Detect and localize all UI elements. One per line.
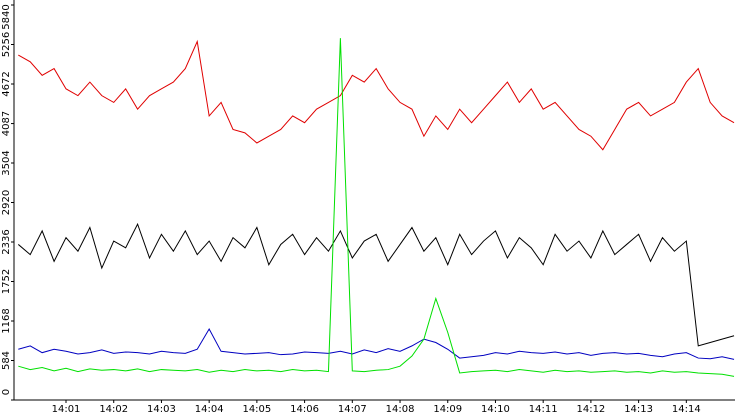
x-tick-label: 14:02 <box>99 404 128 415</box>
series-line <box>18 38 735 377</box>
x-tick-label: 14:10 <box>481 404 510 415</box>
x-tick-label: 14:05 <box>242 404 271 415</box>
y-tick-label: 2336 <box>1 229 12 254</box>
y-tick-label: 1752 <box>1 269 12 294</box>
x-tick-label: 14:12 <box>576 404 605 415</box>
x-tick-label: 14:03 <box>147 404 176 415</box>
y-tick-label: 0 <box>1 389 12 395</box>
y-tick-label: 5840 <box>1 4 12 29</box>
y-tick-label: 2920 <box>1 190 12 215</box>
x-tick-label: 14:09 <box>433 404 462 415</box>
x-tick-label: 14:07 <box>338 404 367 415</box>
x-tick-label: 14:06 <box>290 404 319 415</box>
series-line <box>18 39 735 151</box>
x-tick-label: 14:11 <box>529 404 558 415</box>
x-tick-label: 14:13 <box>624 404 653 415</box>
x-tick-label: 14:08 <box>386 404 415 415</box>
x-tick-label: 14:04 <box>195 404 224 415</box>
y-tick-label: 1168 <box>1 308 12 333</box>
y-tick-label: 4672 <box>1 71 12 96</box>
y-tick-label: 5256 <box>1 32 12 57</box>
y-tick-label: 584 <box>1 351 12 370</box>
x-tick-label: 14:14 <box>672 404 701 415</box>
y-tick-label: 3504 <box>1 150 12 175</box>
y-tick-label: 4087 <box>1 111 12 136</box>
x-tick-label: 14:01 <box>52 404 81 415</box>
series-line <box>17 222 735 347</box>
series-line <box>18 327 735 360</box>
